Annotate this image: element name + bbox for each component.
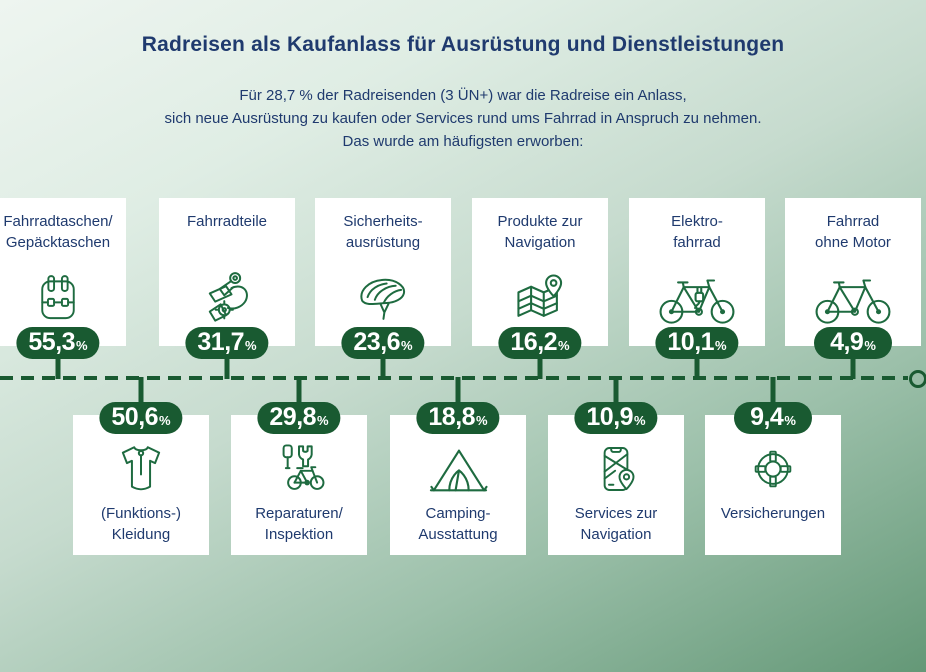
- phone-navigation-icon: [603, 447, 635, 491]
- card-elektrofahrrad: Elektro- fahrrad 10,1%: [629, 198, 765, 379]
- backpack-icon: [41, 275, 75, 320]
- category-label: (Funktions-) Kleidung: [100, 505, 182, 543]
- card-produkte-navigation: Produkte zur Navigation 16,2%: [472, 198, 608, 379]
- category-label: Elektro- fahrrad: [671, 213, 723, 251]
- card-reparaturen: Reparaturen/ Inspektion 29,8%: [231, 377, 367, 555]
- subtitle: Für 28,7 % der Radreisenden (3 ÜN+) war …: [0, 84, 926, 153]
- card-versicherungen: Versicherungen 9,4%: [705, 377, 841, 555]
- card-funktionskleidung: (Funktions-) Kleidung 50,6%: [73, 377, 209, 555]
- value-badge: 55,3%: [16, 327, 100, 359]
- category-label: Sicherheits- ausrüstung: [343, 213, 423, 251]
- connector-line: [138, 377, 144, 405]
- connector-line: [770, 377, 776, 405]
- map-navigation-icon: [517, 274, 563, 317]
- lifebuoy-icon: [754, 450, 792, 488]
- connector-line: [694, 355, 700, 379]
- jersey-icon: [121, 446, 161, 491]
- ebike-icon: [659, 278, 735, 324]
- category-label: Camping- Ausstattung: [418, 505, 498, 543]
- timeline-end-circle-icon: [909, 370, 926, 388]
- value-badge: 16,2%: [498, 327, 582, 359]
- page-title: Radreisen als Kaufanlass für Ausrüstung …: [141, 33, 785, 56]
- value-badge: 10,9%: [574, 402, 658, 434]
- connector-line: [455, 377, 461, 405]
- category-label: Produkte zur Navigation: [497, 213, 583, 251]
- category-label: Fahrradteile: [186, 213, 268, 230]
- helmet-icon: [360, 278, 405, 320]
- connector-line: [224, 355, 230, 379]
- value-badge: 50,6%: [99, 402, 183, 434]
- subtitle-line-2: sich neue Ausrüstung zu kaufen oder Serv…: [164, 110, 762, 127]
- card-services-navigation: Services zur Navigation 10,9%: [548, 377, 684, 555]
- card-fahrradteile: Fahrradteile 31,7%: [159, 198, 295, 379]
- connector-line: [380, 355, 386, 379]
- category-label: Fahrrad ohne Motor: [815, 213, 891, 251]
- connector-line: [613, 377, 619, 405]
- timeline-dashed-line: [0, 376, 908, 380]
- value-badge: 29,8%: [257, 402, 341, 434]
- subtitle-line-3: Das wurde am häufigsten erworben:: [342, 133, 584, 150]
- category-label: Reparaturen/ Inspektion: [255, 505, 343, 543]
- value-badge: 10,1%: [655, 327, 739, 359]
- category-label: Services zur Navigation: [574, 505, 658, 543]
- category-label: Fahrradtaschen/ Gepäcktaschen: [3, 213, 113, 251]
- bicycle-icon: [815, 278, 891, 324]
- card-sicherheitsausruestung: Sicherheits- ausrüstung 23,6%: [315, 198, 451, 379]
- derailleur-icon: [208, 272, 248, 322]
- value-badge: 31,7%: [185, 327, 269, 359]
- value-badge: 9,4%: [734, 402, 812, 434]
- category-label: Versicherungen: [720, 505, 826, 522]
- subtitle-line-1: Für 28,7 % der Radreisenden (3 ÜN+) war …: [239, 87, 687, 104]
- value-badge: 18,8%: [416, 402, 500, 434]
- card-camping: Camping- Ausstattung 18,8%: [390, 377, 526, 555]
- tent-icon: [429, 449, 488, 492]
- card-fahrradtaschen: Fahrradtaschen/ Gepäcktaschen 55,3%: [0, 198, 126, 379]
- connector-line: [296, 377, 302, 405]
- value-badge: 4,9%: [814, 327, 892, 359]
- card-fahrrad-ohne-motor: Fahrrad ohne Motor 4,9%: [785, 198, 921, 379]
- value-badge: 23,6%: [341, 327, 425, 359]
- repair-tools-icon: [282, 444, 325, 490]
- connector-line: [55, 355, 61, 379]
- connector-line: [850, 355, 856, 379]
- connector-line: [537, 355, 543, 379]
